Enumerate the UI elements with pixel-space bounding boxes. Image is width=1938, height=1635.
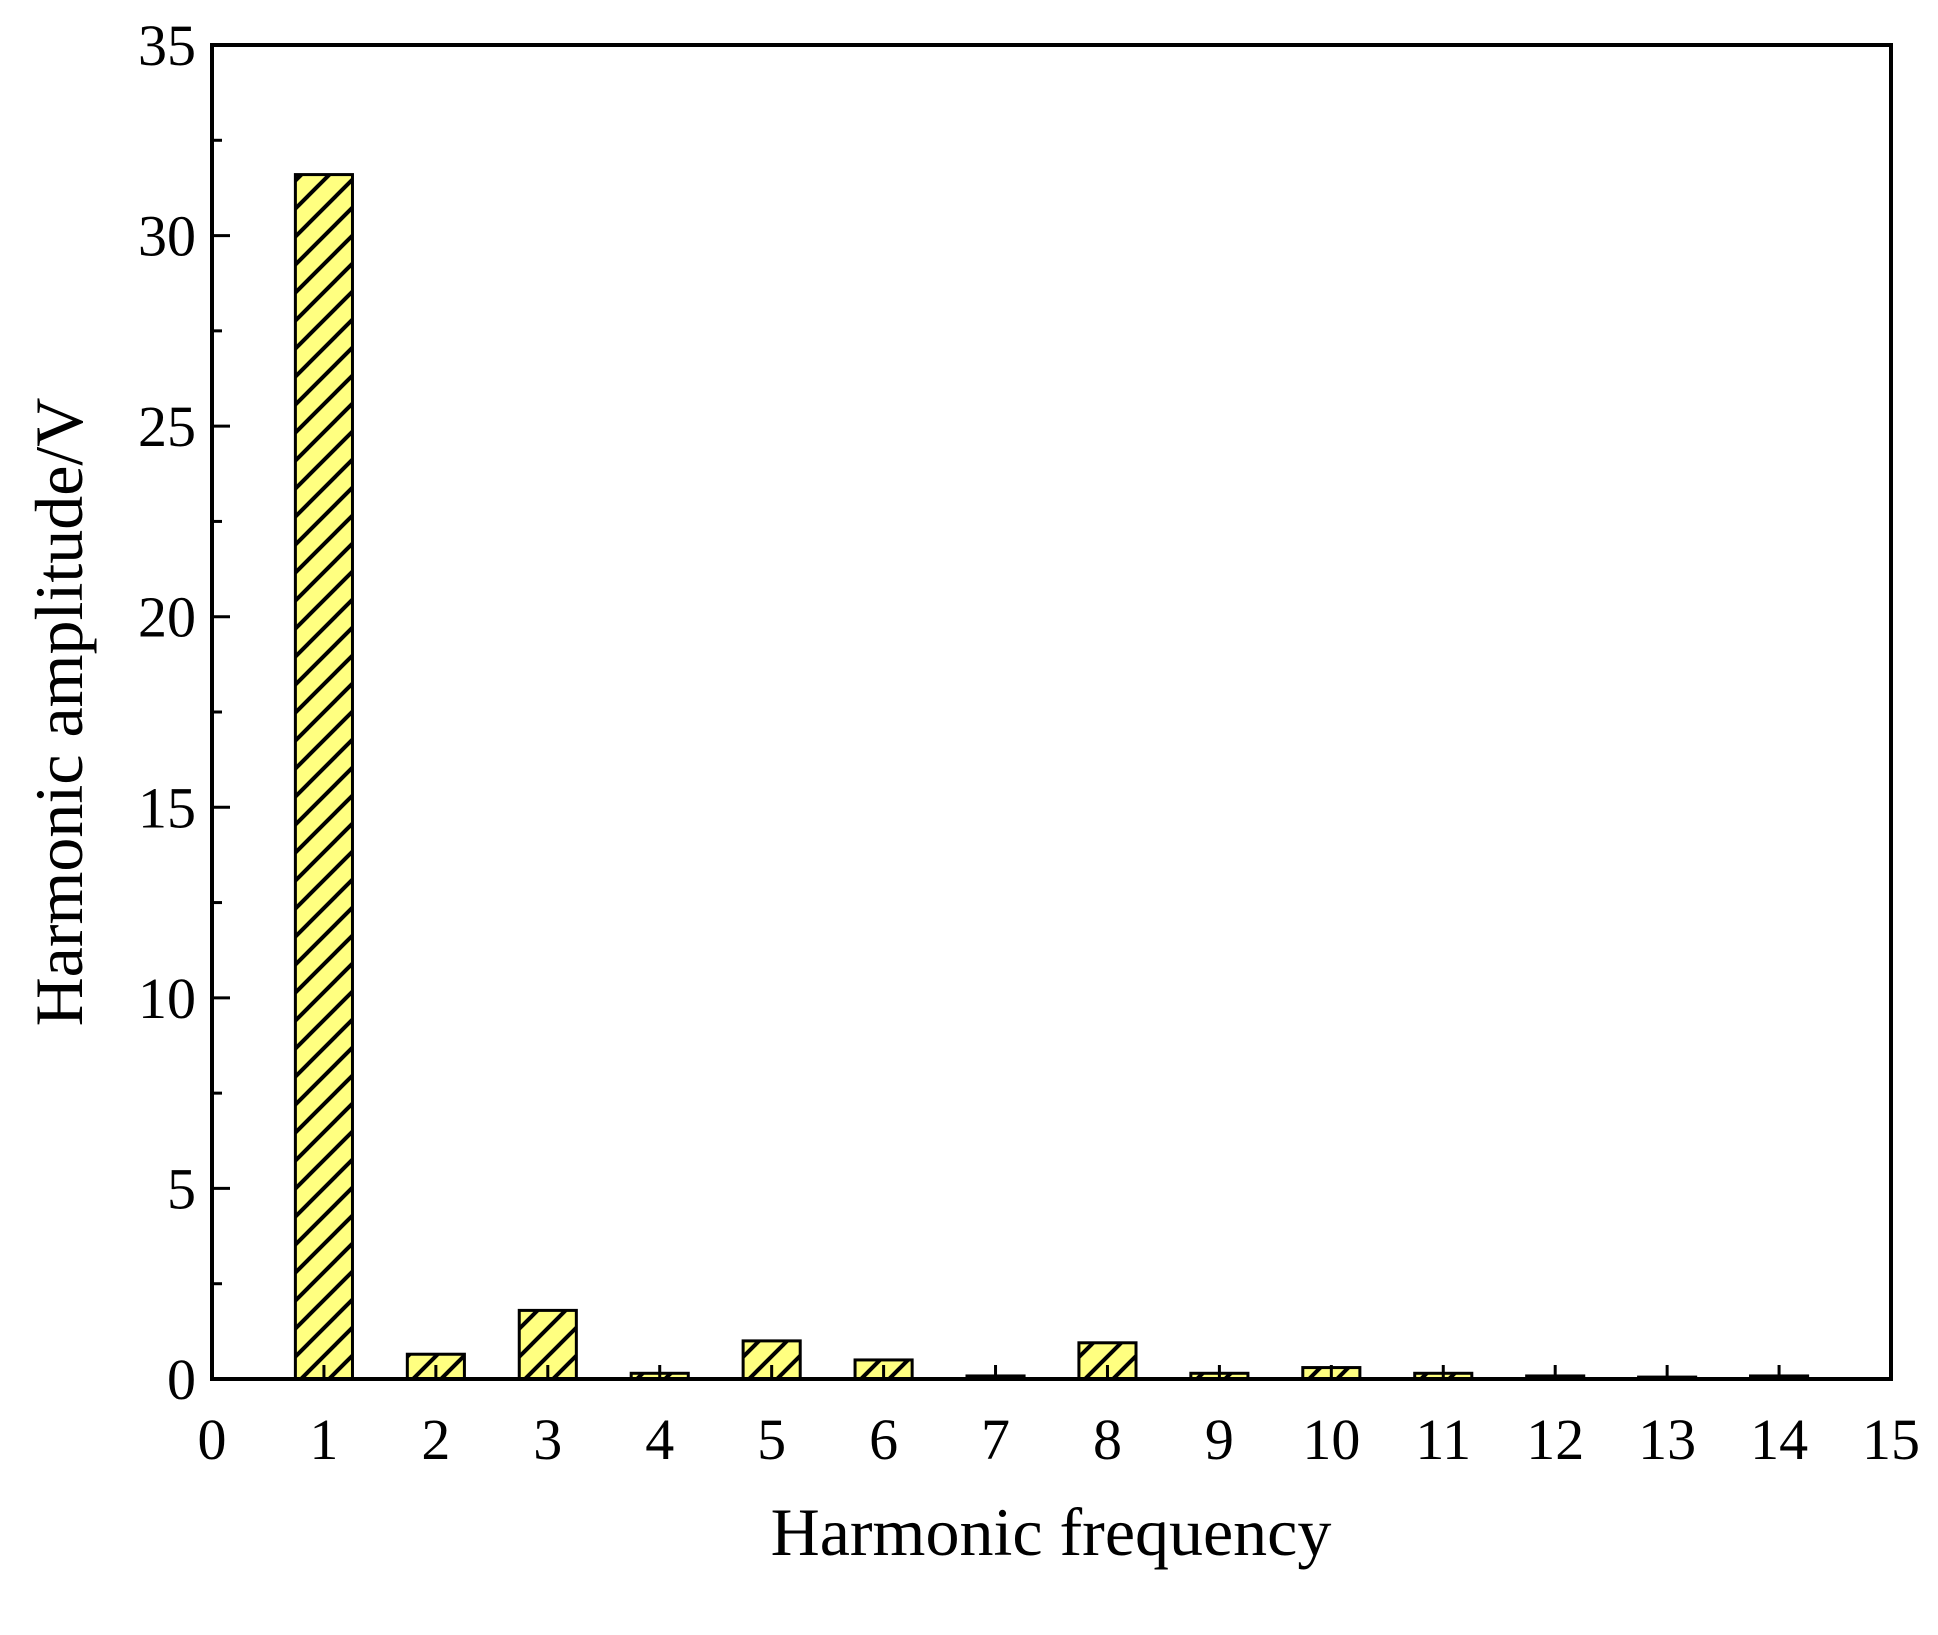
x-tick-label: 5 [757, 1407, 786, 1472]
y-tick-label: 10 [138, 966, 196, 1031]
x-tick-label: 12 [1526, 1407, 1584, 1472]
x-tick-label: 10 [1302, 1407, 1360, 1472]
x-tick-label: 7 [981, 1407, 1010, 1472]
x-tick-label: 2 [421, 1407, 450, 1472]
y-tick-label: 30 [138, 204, 196, 269]
x-tick-label: 9 [1205, 1407, 1234, 1472]
x-tick-label: 1 [309, 1407, 338, 1472]
y-tick-label: 5 [167, 1156, 196, 1221]
x-tick-label: 11 [1415, 1407, 1471, 1472]
x-tick-label: 3 [533, 1407, 562, 1472]
y-axis-label: Harmonic amplitude/V [21, 398, 97, 1027]
x-tick-label: 13 [1638, 1407, 1696, 1472]
bar [293, 173, 354, 1381]
plot-frame [210, 43, 1893, 1381]
y-tick-label: 20 [138, 585, 196, 650]
x-tick-label: 14 [1750, 1407, 1808, 1472]
x-tick-label: 6 [869, 1407, 898, 1472]
x-tick-label: 4 [645, 1407, 674, 1472]
y-tick-label: 35 [138, 13, 196, 78]
y-tick-label: 0 [167, 1347, 196, 1412]
y-tick-label: 15 [138, 775, 196, 840]
x-tick-label: 0 [198, 1407, 227, 1472]
y-tick-label: 25 [138, 394, 196, 459]
x-tick-label: 8 [1093, 1407, 1122, 1472]
x-tick-label: 15 [1862, 1407, 1920, 1472]
x-axis-label: Harmonic frequency [771, 1494, 1332, 1570]
